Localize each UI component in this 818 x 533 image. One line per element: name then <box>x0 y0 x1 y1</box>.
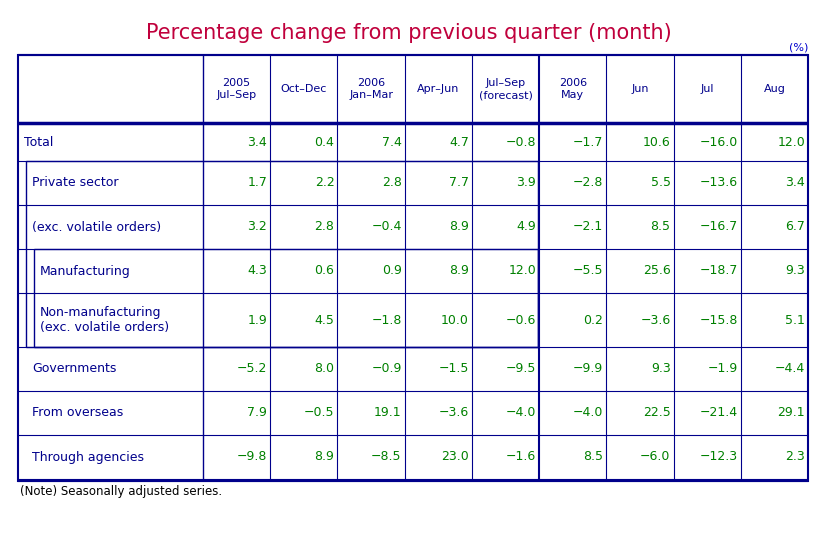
Text: 7.9: 7.9 <box>247 407 267 419</box>
Text: 4.9: 4.9 <box>516 221 536 233</box>
Text: −1.8: −1.8 <box>371 313 402 327</box>
Text: 8.5: 8.5 <box>583 450 604 464</box>
Text: 19.1: 19.1 <box>374 407 402 419</box>
Text: −4.0: −4.0 <box>573 407 604 419</box>
Text: 8.9: 8.9 <box>315 450 335 464</box>
Text: From overseas: From overseas <box>32 407 124 419</box>
Text: 4.3: 4.3 <box>248 264 267 278</box>
Text: −6.0: −6.0 <box>640 450 671 464</box>
Text: 5.5: 5.5 <box>650 176 671 190</box>
Text: −5.5: −5.5 <box>573 264 604 278</box>
Text: −9.5: −9.5 <box>506 362 536 376</box>
Text: 4.5: 4.5 <box>315 313 335 327</box>
Text: Through agencies: Through agencies <box>32 450 144 464</box>
Text: 0.4: 0.4 <box>315 135 335 149</box>
Text: 1.9: 1.9 <box>248 313 267 327</box>
Text: 9.3: 9.3 <box>651 362 671 376</box>
Text: 2.3: 2.3 <box>785 450 805 464</box>
Text: 9.3: 9.3 <box>785 264 805 278</box>
Text: 25.6: 25.6 <box>643 264 671 278</box>
Text: 8.5: 8.5 <box>650 221 671 233</box>
Text: Apr–Jun: Apr–Jun <box>417 84 460 94</box>
Text: (exc. volatile orders): (exc. volatile orders) <box>32 221 161 233</box>
Text: Private sector: Private sector <box>32 176 119 190</box>
Text: 12.0: 12.0 <box>508 264 536 278</box>
Text: 29.1: 29.1 <box>777 407 805 419</box>
Text: Jul–Sep
(forecast): Jul–Sep (forecast) <box>479 78 533 100</box>
Text: 5.1: 5.1 <box>785 313 805 327</box>
Text: 12.0: 12.0 <box>777 135 805 149</box>
Text: −5.2: −5.2 <box>237 362 267 376</box>
Text: 10.6: 10.6 <box>643 135 671 149</box>
Text: −3.6: −3.6 <box>438 407 469 419</box>
Text: −0.8: −0.8 <box>506 135 536 149</box>
Text: 6.7: 6.7 <box>785 221 805 233</box>
Text: −0.6: −0.6 <box>506 313 536 327</box>
Text: 8.9: 8.9 <box>449 264 469 278</box>
Text: −18.7: −18.7 <box>699 264 738 278</box>
Text: 0.6: 0.6 <box>315 264 335 278</box>
Text: Percentage change from previous quarter (month): Percentage change from previous quarter … <box>146 23 672 43</box>
Text: −2.1: −2.1 <box>573 221 604 233</box>
Text: 4.7: 4.7 <box>449 135 469 149</box>
Text: 8.9: 8.9 <box>449 221 469 233</box>
Text: 2006
Jan–Mar: 2006 Jan–Mar <box>349 78 393 100</box>
Text: 8.0: 8.0 <box>314 362 335 376</box>
Text: −3.6: −3.6 <box>640 313 671 327</box>
Text: −8.5: −8.5 <box>371 450 402 464</box>
Text: −15.8: −15.8 <box>699 313 738 327</box>
Text: 3.4: 3.4 <box>785 176 805 190</box>
Text: Aug: Aug <box>763 84 785 94</box>
Text: 3.9: 3.9 <box>516 176 536 190</box>
Text: 3.2: 3.2 <box>248 221 267 233</box>
Text: Jul: Jul <box>700 84 714 94</box>
Text: −4.4: −4.4 <box>775 362 805 376</box>
Text: 7.7: 7.7 <box>449 176 469 190</box>
Text: 22.5: 22.5 <box>643 407 671 419</box>
Text: Governments: Governments <box>32 362 116 376</box>
Text: 2005
Jul–Sep: 2005 Jul–Sep <box>217 78 257 100</box>
Text: 2.2: 2.2 <box>315 176 335 190</box>
Text: −4.0: −4.0 <box>506 407 536 419</box>
Text: Manufacturing: Manufacturing <box>40 264 131 278</box>
Text: 7.4: 7.4 <box>382 135 402 149</box>
Bar <box>18 55 808 481</box>
Text: 0.2: 0.2 <box>583 313 604 327</box>
Text: 2.8: 2.8 <box>382 176 402 190</box>
Text: −1.7: −1.7 <box>573 135 604 149</box>
Text: Total: Total <box>24 135 53 149</box>
Text: (%): (%) <box>789 43 808 53</box>
Text: −21.4: −21.4 <box>699 407 738 419</box>
Text: 10.0: 10.0 <box>441 313 469 327</box>
Text: 0.9: 0.9 <box>382 264 402 278</box>
Text: (Note) Seasonally adjusted series.: (Note) Seasonally adjusted series. <box>20 485 222 498</box>
Bar <box>26 161 538 347</box>
Text: −0.9: −0.9 <box>371 362 402 376</box>
Text: −1.6: −1.6 <box>506 450 536 464</box>
Text: 2.8: 2.8 <box>315 221 335 233</box>
Bar <box>34 249 538 347</box>
Text: −16.0: −16.0 <box>699 135 738 149</box>
Text: −13.6: −13.6 <box>699 176 738 190</box>
Text: 3.4: 3.4 <box>248 135 267 149</box>
Text: −9.9: −9.9 <box>573 362 604 376</box>
Text: −12.3: −12.3 <box>699 450 738 464</box>
Text: Oct–Dec: Oct–Dec <box>281 84 327 94</box>
Text: 2006
May: 2006 May <box>559 78 587 100</box>
Text: −16.7: −16.7 <box>699 221 738 233</box>
Text: Non-manufacturing
(exc. volatile orders): Non-manufacturing (exc. volatile orders) <box>40 306 169 334</box>
Text: −0.4: −0.4 <box>371 221 402 233</box>
Text: Jun: Jun <box>631 84 649 94</box>
Text: −9.8: −9.8 <box>237 450 267 464</box>
Text: −1.9: −1.9 <box>708 362 738 376</box>
Text: 23.0: 23.0 <box>441 450 469 464</box>
Text: −0.5: −0.5 <box>304 407 335 419</box>
Text: −1.5: −1.5 <box>438 362 469 376</box>
Text: −2.8: −2.8 <box>573 176 604 190</box>
Text: 1.7: 1.7 <box>247 176 267 190</box>
